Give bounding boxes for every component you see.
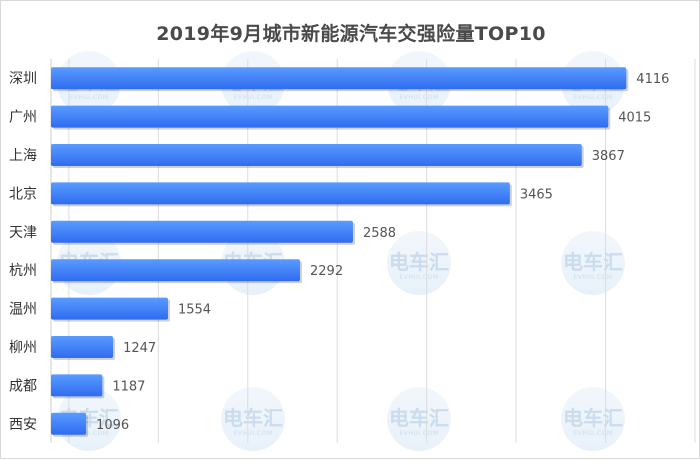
value-label: 1096 [96, 418, 129, 433]
category-label: 广州 [9, 110, 37, 126]
category-label: 深圳 [9, 71, 37, 87]
category-label: 成都 [9, 378, 37, 394]
svg-text:EVHUI.COM: EVHUI.COM [573, 274, 612, 281]
bar-上海 [51, 144, 582, 166]
svg-text:EVHUI.COM: EVHUI.COM [233, 430, 272, 437]
category-label: 天津 [9, 225, 37, 241]
value-label: 2588 [363, 226, 396, 241]
value-label: 3867 [592, 149, 625, 164]
value-label: 4116 [636, 72, 669, 87]
value-label: 1187 [112, 379, 145, 394]
svg-text:EVHUI.COM: EVHUI.COM [69, 430, 108, 437]
svg-text:EVHUI.COM: EVHUI.COM [233, 94, 272, 101]
chart-title: 2019年9月城市新能源汽车交强险量TOP10 [156, 23, 546, 45]
bar-天津 [51, 220, 353, 243]
category-label: 杭州 [9, 263, 37, 279]
bar-杭州 [51, 259, 301, 282]
category-label: 上海 [9, 148, 37, 164]
svg-text:电车汇: 电车汇 [389, 250, 449, 274]
value-label: 4015 [618, 111, 651, 126]
bar-北京 [51, 182, 510, 205]
svg-text:EVHUI.COM: EVHUI.COM [69, 94, 108, 101]
bar-柳州 [51, 336, 114, 358]
value-label: 2292 [310, 264, 343, 279]
svg-text:电车汇: 电车汇 [223, 406, 283, 430]
value-label: 1554 [178, 303, 211, 318]
value-label: 1247 [123, 341, 156, 356]
category-label: 西安 [9, 417, 37, 433]
bar-温州 [51, 297, 168, 320]
svg-text:EVHUI.COM: EVHUI.COM [399, 94, 438, 101]
svg-text:电车汇: 电车汇 [563, 406, 623, 430]
svg-text:电车汇: 电车汇 [389, 406, 449, 430]
svg-text:电车汇: 电车汇 [563, 250, 623, 274]
bar-西安 [51, 412, 87, 435]
bar-广州 [51, 105, 609, 128]
svg-text:EVHUI.COM: EVHUI.COM [573, 94, 612, 101]
svg-text:EVHUI.COM: EVHUI.COM [399, 274, 438, 281]
svg-text:EVHUI.COM: EVHUI.COM [573, 430, 612, 437]
bar-成都 [51, 374, 103, 397]
svg-text:EVHUI.COM: EVHUI.COM [399, 430, 438, 437]
category-label: 柳州 [9, 339, 37, 356]
value-label: 3465 [520, 187, 553, 202]
bar-深圳 [51, 67, 627, 90]
category-label: 北京 [9, 186, 37, 202]
category-label: 温州 [9, 302, 37, 318]
